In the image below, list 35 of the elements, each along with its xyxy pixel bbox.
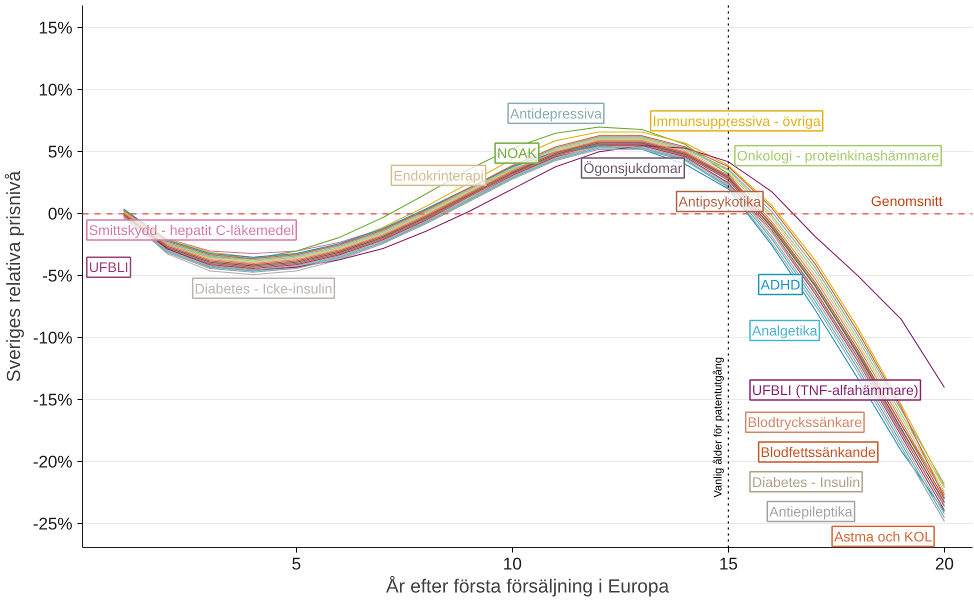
series-label: Endokrinterapi (393, 167, 484, 184)
y-tick-label: -15% (32, 390, 72, 410)
series-label: Antipsykotika (678, 193, 762, 210)
series-label: Analgetika (752, 322, 818, 338)
series-label: NOAK (497, 145, 538, 162)
x-tick-label: 15 (718, 554, 738, 574)
y-axis-title: Sveriges relativa prisnivå (4, 170, 25, 382)
series-label: ADHD (760, 276, 800, 293)
y-tick-label: 15% (38, 18, 73, 38)
series-label: Onkologi - proteinkinashämmare (736, 148, 940, 164)
text: Blodtryckssänkare (748, 414, 862, 430)
x-axis-title: År efter första försäljning i Europa (386, 576, 670, 598)
text: Blodfettssänkande (760, 444, 876, 460)
series-label: UFBLI (TNF-alfahämmare) (752, 382, 918, 398)
ref-line-label: Vanlig ålder för patentutgång (712, 357, 724, 498)
x-tick-label: 10 (502, 554, 522, 574)
y-tick-label: -5% (42, 266, 73, 286)
y-tick-label: -25% (32, 514, 72, 534)
x-tick-label: 5 (292, 554, 302, 574)
y-tick-label: 0% (48, 204, 73, 224)
x-tick-label: 20 (934, 554, 954, 574)
y-tick-label: 5% (48, 142, 73, 162)
y-tick-label: -10% (32, 328, 72, 348)
series-label: Immunsuppressiva - övriga (652, 112, 821, 129)
ref-line-label: Genomsnitt (870, 192, 943, 209)
series-label: Smittskydd - hepatit C-läkemedel (88, 222, 294, 238)
series-label: Ögonsjukdomar (584, 160, 683, 176)
text: Antiepileptika (769, 504, 853, 520)
series-label: Antidepressiva (510, 105, 602, 122)
text: Astma och KOL (834, 528, 932, 544)
y-tick-label: -20% (32, 452, 72, 472)
series-label: Diabetes - Icke-insulin (194, 280, 332, 296)
y-tick-label: 10% (38, 80, 73, 100)
text: UFBLI (88, 259, 129, 276)
text: Diabetes - Insulin (752, 474, 860, 490)
